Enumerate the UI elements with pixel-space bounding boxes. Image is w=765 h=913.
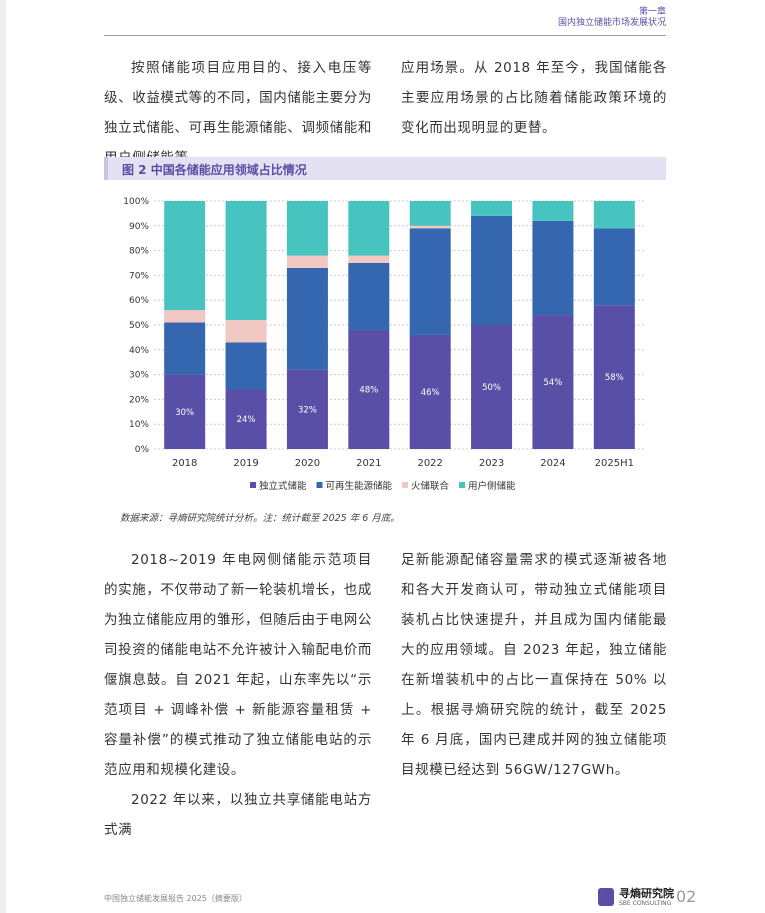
y-tick-label: 70%: [129, 271, 149, 281]
y-tick-label: 80%: [129, 247, 149, 257]
legend-label: 火储联合: [411, 480, 450, 492]
x-tick-label: 2019: [233, 458, 258, 469]
bar-segment: [164, 322, 206, 375]
bar-segment: [409, 225, 451, 229]
data-label: 24%: [237, 415, 256, 425]
section: 国内独立储能市场发展状况: [557, 18, 666, 28]
bar-segment: [225, 320, 267, 343]
y-tick-label: 20%: [129, 395, 149, 405]
x-tick-label: 2024: [540, 458, 565, 469]
bar-segment: [286, 201, 328, 256]
y-tick-label: 100%: [123, 197, 149, 207]
logo: 寻熵研究院: [619, 887, 674, 900]
x-tick-label: 2022: [417, 458, 442, 469]
bar-segment: [593, 305, 635, 449]
bar-segment: [348, 263, 390, 330]
bar-segment: [593, 201, 635, 229]
page-number: 02: [676, 887, 697, 906]
legend-label: 独立式储能: [259, 480, 307, 492]
bar-segment: [471, 201, 513, 216]
body-left: 2018~2019 年电网侧储能示范项目的实施，不仅带动了新一轮装机增长，也成为…: [104, 545, 372, 845]
legend-swatch: [402, 482, 409, 488]
bar-segment: [471, 215, 513, 325]
paragraph: 足新能源配储容量需求的模式逐渐被各地和各大开发商认可，带动独立式储能项目装机占比…: [401, 552, 667, 778]
bar-segment: [348, 255, 390, 263]
bar-segment: [532, 201, 574, 221]
intro-right: 应用场景。从 2018 年至今，我国储能各主要应用场景的占比随着储能政策环境的变…: [401, 53, 667, 143]
bar-segment: [409, 334, 451, 449]
bar-segment: [286, 369, 328, 449]
bar-segment: [532, 315, 574, 449]
bar-segment: [409, 201, 451, 226]
bar-segment: [593, 228, 635, 306]
data-label: 30%: [175, 408, 194, 418]
bar-segment: [409, 228, 451, 335]
y-tick-label: 30%: [129, 371, 149, 381]
logo-en: SBE CONSULTING: [619, 900, 672, 907]
y-tick-label: 60%: [129, 296, 149, 306]
y-tick-label: 90%: [129, 222, 149, 232]
x-tick-label: 2023: [479, 458, 504, 469]
bar-segment: [164, 310, 206, 323]
bar-segment: [164, 374, 206, 449]
paragraph: 2022 年以来，以独立共享储能电站方式满: [104, 792, 372, 838]
y-tick-label: 50%: [129, 321, 149, 331]
logo-icon: [598, 888, 614, 906]
x-tick-label: 2020: [295, 458, 320, 469]
data-label: 46%: [421, 388, 440, 398]
x-tick-label: 2018: [172, 458, 197, 469]
bar-segment: [225, 342, 267, 390]
paragraph: 应用场景。从 2018 年至今，我国储能各主要应用场景的占比随着储能政策环境的变…: [401, 60, 667, 136]
source-note: 数据来源：寻熵研究院统计分析。注：统计截至 2025 年 6 月底。: [120, 513, 400, 524]
chart: 0% 10% 20% 30% 40% 50% 60% 70% 80% 90% 100% 2018 30%…: [123, 197, 645, 492]
x-tick-label: 2021: [356, 458, 381, 469]
bar-segment: [286, 267, 328, 370]
data-label: 50%: [482, 383, 501, 393]
x-tick-label: 2025H1: [595, 458, 634, 469]
figure-caption: 图 2 中国各储能应用领域占比情况: [122, 163, 307, 177]
caption-bar: 图 2 中国各储能应用领域占比情况: [104, 157, 666, 180]
data-label: 32%: [298, 405, 317, 415]
intro-left: 按照储能项目应用目的、接入电压等级、收益模式等的不同，国内储能主要分为独立式储能…: [104, 53, 372, 173]
bar-segment: [348, 201, 390, 256]
paragraph: 2018~2019 年电网侧储能示范项目的实施，不仅带动了新一轮装机增长，也成为…: [104, 552, 372, 778]
chapter: 第一章: [638, 7, 666, 17]
bar-segment: [286, 255, 328, 268]
bar-segment: [225, 389, 267, 449]
footer-report: 中国独立储能发展报告 2025（摘要版）: [104, 894, 247, 903]
bar-segment: [348, 329, 390, 449]
data-label: 48%: [359, 385, 378, 395]
y-tick-label: 40%: [129, 346, 149, 356]
legend-label: 用户侧储能: [468, 480, 516, 492]
y-tick-label: 10%: [129, 420, 149, 430]
bar-segment: [532, 220, 574, 316]
edge: [0, 0, 6, 913]
legend-swatch: [459, 482, 466, 488]
legend-label: 可再生能源储能: [326, 480, 393, 492]
bar-segment: [225, 201, 267, 321]
data-label: 54%: [543, 378, 562, 388]
data-label: 58%: [605, 373, 624, 383]
legend-swatch: [316, 482, 323, 488]
bar-segment: [164, 201, 206, 311]
bar-segment: [471, 325, 513, 449]
y-tick-label: 0%: [135, 445, 150, 455]
body-right: 足新能源配储容量需求的模式逐渐被各地和各大开发商认可，带动独立式储能项目装机占比…: [401, 545, 667, 785]
rule: [104, 35, 666, 36]
paragraph: 按照储能项目应用目的、接入电压等级、收益模式等的不同，国内储能主要分为独立式储能…: [104, 60, 372, 166]
legend-swatch: [250, 482, 256, 488]
